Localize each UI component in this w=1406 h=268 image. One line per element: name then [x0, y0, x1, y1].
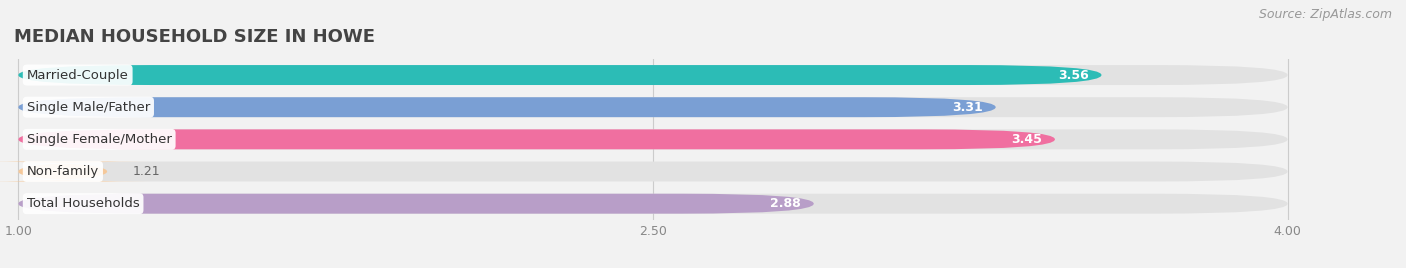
FancyBboxPatch shape [18, 194, 1288, 214]
Text: Non-family: Non-family [27, 165, 98, 178]
Text: 3.56: 3.56 [1059, 69, 1088, 81]
FancyBboxPatch shape [18, 162, 1288, 181]
FancyBboxPatch shape [18, 129, 1288, 149]
Text: Single Male/Father: Single Male/Father [27, 101, 150, 114]
Text: Total Households: Total Households [27, 197, 139, 210]
Text: 3.31: 3.31 [952, 101, 983, 114]
FancyBboxPatch shape [18, 97, 1288, 117]
Text: Married-Couple: Married-Couple [27, 69, 128, 81]
FancyBboxPatch shape [18, 65, 1288, 85]
Text: 2.88: 2.88 [770, 197, 801, 210]
FancyBboxPatch shape [18, 129, 1054, 149]
Text: 3.45: 3.45 [1011, 133, 1042, 146]
FancyBboxPatch shape [18, 97, 995, 117]
Text: 1.21: 1.21 [132, 165, 160, 178]
FancyBboxPatch shape [18, 65, 1101, 85]
FancyBboxPatch shape [18, 194, 814, 214]
Text: MEDIAN HOUSEHOLD SIZE IN HOWE: MEDIAN HOUSEHOLD SIZE IN HOWE [14, 28, 375, 46]
Text: Single Female/Mother: Single Female/Mother [27, 133, 172, 146]
Text: Source: ZipAtlas.com: Source: ZipAtlas.com [1258, 8, 1392, 21]
FancyBboxPatch shape [0, 162, 149, 181]
